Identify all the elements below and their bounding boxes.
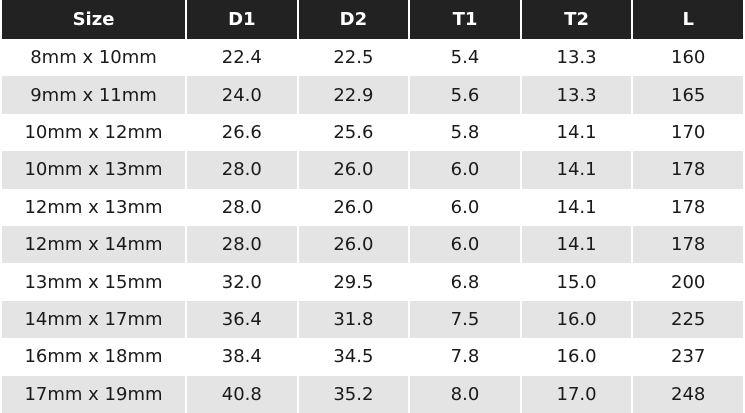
table-row: 12mm x 14mm 28.0 26.0 6.0 14.1 178 <box>0 225 745 264</box>
table-cell: 160 <box>631 39 745 77</box>
table-row: 10mm x 12mm 26.6 25.6 5.8 14.1 170 <box>0 113 745 152</box>
table-cell: 6.8 <box>408 263 522 301</box>
table-cell: 35.2 <box>296 375 411 413</box>
table-cell: 17.0 <box>519 375 634 413</box>
table-cell: 170 <box>631 113 745 152</box>
table-cell: 6.0 <box>408 151 522 189</box>
header-cell: L <box>631 0 745 39</box>
table-cell: 22.9 <box>296 76 411 114</box>
table-cell: 15.0 <box>519 263 634 301</box>
table-cell: 5.8 <box>408 113 522 152</box>
table-cell: 5.4 <box>408 39 522 77</box>
table-row: 14mm x 17mm 36.4 31.8 7.5 16.0 225 <box>0 300 745 339</box>
table-row: 10mm x 13mm 28.0 26.0 6.0 14.1 178 <box>0 151 745 189</box>
table-cell: 22.5 <box>296 39 411 77</box>
table-cell: 178 <box>631 225 745 264</box>
table-cell: 178 <box>631 151 745 189</box>
table-row: 13mm x 15mm 32.0 29.5 6.8 15.0 200 <box>0 263 745 301</box>
table-cell: 16.0 <box>519 300 634 339</box>
header-cell: Size <box>0 0 187 39</box>
table-row: 8mm x 10mm 22.4 22.5 5.4 13.3 160 <box>0 39 745 77</box>
table-cell: 178 <box>631 188 745 226</box>
table-cell: 225 <box>631 300 745 339</box>
table-body: 8mm x 10mm 22.4 22.5 5.4 13.3 160 9mm x 11mm 24… <box>0 39 745 413</box>
table-cell: 9mm x 11mm <box>0 76 187 114</box>
table-cell: 165 <box>631 76 745 114</box>
table-cell: 26.0 <box>296 151 411 189</box>
table-cell: 26.0 <box>296 225 411 264</box>
table-row: 16mm x 18mm 38.4 34.5 7.8 16.0 237 <box>0 338 745 376</box>
table-cell: 6.0 <box>408 188 522 226</box>
table-cell: 28.0 <box>185 188 299 226</box>
table-cell: 40.8 <box>185 375 299 413</box>
table-cell: 29.5 <box>296 263 411 301</box>
table-cell: 14.1 <box>519 151 634 189</box>
table-cell: 248 <box>631 375 745 413</box>
table-cell: 26.6 <box>185 113 299 152</box>
table-cell: 5.6 <box>408 76 522 114</box>
table-cell: 28.0 <box>185 225 299 264</box>
table-cell: 14mm x 17mm <box>0 300 187 339</box>
header-row: Size D1 D2 T1 T2 L <box>0 0 745 39</box>
table-row: 17mm x 19mm 40.8 35.2 8.0 17.0 248 <box>0 375 745 413</box>
table-cell: 26.0 <box>296 188 411 226</box>
table-cell: 14.1 <box>519 225 634 264</box>
table-cell: 6.0 <box>408 225 522 264</box>
table-cell: 32.0 <box>185 263 299 301</box>
table-cell: 7.8 <box>408 338 522 376</box>
table-cell: 17mm x 19mm <box>0 375 187 413</box>
table-cell: 13.3 <box>519 76 634 114</box>
table-cell: 22.4 <box>185 39 299 77</box>
header-cell: T1 <box>408 0 522 39</box>
table-cell: 16mm x 18mm <box>0 338 187 376</box>
table-row: 9mm x 11mm 24.0 22.9 5.6 13.3 165 <box>0 76 745 114</box>
table-cell: 14.1 <box>519 188 634 226</box>
table-cell: 8mm x 10mm <box>0 39 187 77</box>
table-cell: 12mm x 14mm <box>0 225 187 264</box>
table-cell: 13.3 <box>519 39 634 77</box>
table-cell: 12mm x 13mm <box>0 188 187 226</box>
header-cell: D1 <box>185 0 299 39</box>
table-cell: 36.4 <box>185 300 299 339</box>
table-cell: 200 <box>631 263 745 301</box>
header-cell: D2 <box>296 0 411 39</box>
table-cell: 10mm x 13mm <box>0 151 187 189</box>
table-cell: 34.5 <box>296 338 411 376</box>
table-cell: 14.1 <box>519 113 634 152</box>
table-row: 12mm x 13mm 28.0 26.0 6.0 14.1 178 <box>0 188 745 226</box>
table-cell: 16.0 <box>519 338 634 376</box>
table-cell: 10mm x 12mm <box>0 113 187 152</box>
table-cell: 7.5 <box>408 300 522 339</box>
table-cell: 38.4 <box>185 338 299 376</box>
header-cell: T2 <box>519 0 634 39</box>
table-cell: 25.6 <box>296 113 411 152</box>
table-cell: 13mm x 15mm <box>0 263 187 301</box>
table-cell: 8.0 <box>408 375 522 413</box>
table-cell: 31.8 <box>296 300 411 339</box>
table-cell: 28.0 <box>185 151 299 189</box>
table-cell: 237 <box>631 338 745 376</box>
table-cell: 24.0 <box>185 76 299 114</box>
